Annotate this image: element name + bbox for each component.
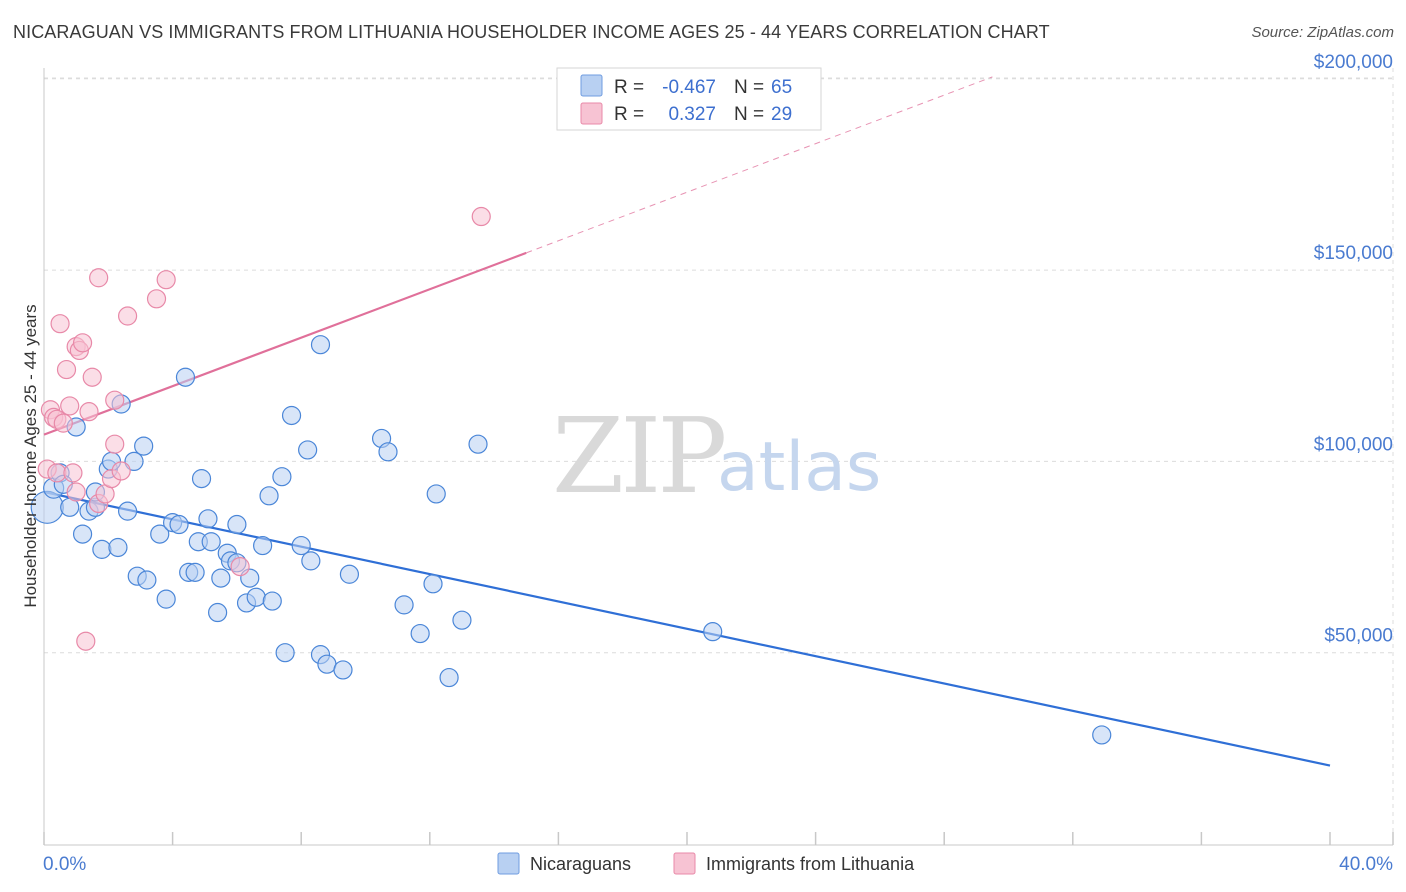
nicaraguans-point-58 xyxy=(423,574,443,594)
nicaraguans-point-21 xyxy=(156,589,176,609)
legend-swatch-blue xyxy=(580,74,603,97)
nicaraguans-point-16 xyxy=(124,451,144,471)
lithuania-point-4 xyxy=(47,463,67,483)
nicaraguans-point-23 xyxy=(169,514,189,535)
watermark-zip: ZIP xyxy=(552,395,724,517)
y-tick-label-3: $200,000 xyxy=(1314,52,1393,73)
lithuania-point-26 xyxy=(156,270,176,290)
source-label: Source: ZipAtlas.com xyxy=(1251,24,1394,41)
nicaraguans-point-20 xyxy=(150,524,170,544)
nicaraguans-point-63 xyxy=(703,622,723,642)
bottom-legend-swatch-blue xyxy=(497,852,520,875)
legend-n-label-2: N = xyxy=(734,104,764,125)
nicaraguans-point-28 xyxy=(191,469,212,489)
nicaraguans-point-31 xyxy=(208,602,228,623)
nicaraguans-point-47 xyxy=(298,440,318,460)
y-axis-title: Householder Income Ages 25 - 44 years xyxy=(21,304,40,607)
nicaraguans-point-42 xyxy=(262,591,282,611)
nicaraguans-point-19 xyxy=(137,570,157,590)
nicaraguans-point-59 xyxy=(426,484,446,504)
lithuania-point-14 xyxy=(76,631,96,651)
nicaraguans-point-64 xyxy=(1092,725,1112,745)
legend-r-label-1: R = xyxy=(614,77,644,98)
nicaraguans-point-51 xyxy=(317,654,337,674)
lithuania-point-7 xyxy=(56,359,77,380)
lithuania-point-8 xyxy=(60,396,80,416)
y-tick-label-0: $50,000 xyxy=(1324,626,1393,647)
lithuania-point-27 xyxy=(230,557,250,577)
chart-title: NICARAGUAN VS IMMIGRANTS FROM LITHUANIA … xyxy=(13,22,1050,42)
legend-n-value-2: 29 xyxy=(771,104,792,125)
nicaraguans-point-45 xyxy=(281,405,302,426)
legend: R = -0.467 N = 65 R = 0.327 N = 29 xyxy=(556,67,822,131)
nicaraguans-point-60 xyxy=(439,667,459,688)
nicaraguans-point-13 xyxy=(108,537,128,558)
legend-r-value-1: -0.467 xyxy=(662,77,716,98)
nicaraguans-point-43 xyxy=(272,467,292,487)
legend-swatch-pink xyxy=(580,102,603,125)
legend-n-value-1: 65 xyxy=(771,77,792,98)
legend-n-label-1: N = xyxy=(734,77,764,98)
axes xyxy=(43,68,1394,846)
x-tick-label-max: 40.0% xyxy=(1339,854,1393,875)
series-nicaraguans xyxy=(30,335,1112,745)
nicaraguans-point-56 xyxy=(394,595,414,615)
lithuania-point-24 xyxy=(117,306,138,326)
series-lithuania xyxy=(37,206,491,651)
nicaraguans-point-30 xyxy=(201,532,221,552)
nicaraguans-point-18 xyxy=(134,436,154,456)
y-tick-label-1: $100,000 xyxy=(1314,434,1393,455)
y-tick-label-2: $150,000 xyxy=(1314,243,1393,264)
nicaraguans-point-52 xyxy=(333,660,353,680)
nicaraguans-point-40 xyxy=(253,535,273,556)
bottom-legend-swatch-pink xyxy=(673,852,696,875)
lithuania-point-13 xyxy=(72,333,93,353)
nicaraguans-point-55 xyxy=(378,442,398,462)
lithuania-point-16 xyxy=(82,367,102,387)
lithuania-point-23 xyxy=(111,461,131,481)
lithuania-point-22 xyxy=(105,434,125,454)
nicaraguans-point-6 xyxy=(72,524,93,544)
lithuania-point-28 xyxy=(471,206,491,227)
nicaraguans-point-32 xyxy=(211,568,231,588)
bottom-legend: Nicaraguans Immigrants from Lithuania xyxy=(497,852,915,875)
watermark-atlas: atlas xyxy=(717,428,881,507)
nicaraguans-point-35 xyxy=(227,514,247,535)
nicaraguans-point-62 xyxy=(468,434,488,454)
nicaraguans-point-61 xyxy=(452,610,472,630)
lithuania-point-15 xyxy=(79,402,99,422)
bottom-legend-label-2: Immigrants from Lithuania xyxy=(706,854,915,874)
nicaraguans-point-10 xyxy=(92,539,112,559)
nicaraguans-point-39 xyxy=(246,587,266,607)
nicaraguans-point-24 xyxy=(175,367,196,387)
lithuania-point-9 xyxy=(63,463,83,483)
nicaraguans-point-49 xyxy=(310,335,331,355)
bottom-legend-label-1: Nicaraguans xyxy=(530,854,631,874)
nicaraguans-point-41 xyxy=(259,486,279,506)
lithuania-point-25 xyxy=(146,289,167,309)
lithuania-point-5 xyxy=(50,314,70,334)
nicaraguans-point-26 xyxy=(185,562,205,582)
nicaraguans-point-48 xyxy=(301,551,321,571)
legend-r-value-2: 0.327 xyxy=(668,104,716,125)
x-tick-label-min: 0.0% xyxy=(43,854,86,875)
lithuania-point-10 xyxy=(66,482,86,502)
nicaraguans-point-57 xyxy=(410,623,430,644)
nicaraguans-point-15 xyxy=(117,501,138,521)
lithuania-point-6 xyxy=(53,413,73,433)
y-tick-labels: $50,000 $100,000 $150,000 $200,000 xyxy=(1314,52,1393,647)
lithuania-point-17 xyxy=(89,268,109,288)
nicaraguans-point-44 xyxy=(275,643,295,663)
lithuania-point-21 xyxy=(105,390,125,410)
nicaraguans-point-53 xyxy=(339,564,360,584)
nicaraguans-point-46 xyxy=(291,535,311,556)
nicaraguans-point-29 xyxy=(198,509,218,529)
watermark: ZIP atlas xyxy=(552,395,881,517)
legend-r-label-2: R = xyxy=(614,104,644,125)
